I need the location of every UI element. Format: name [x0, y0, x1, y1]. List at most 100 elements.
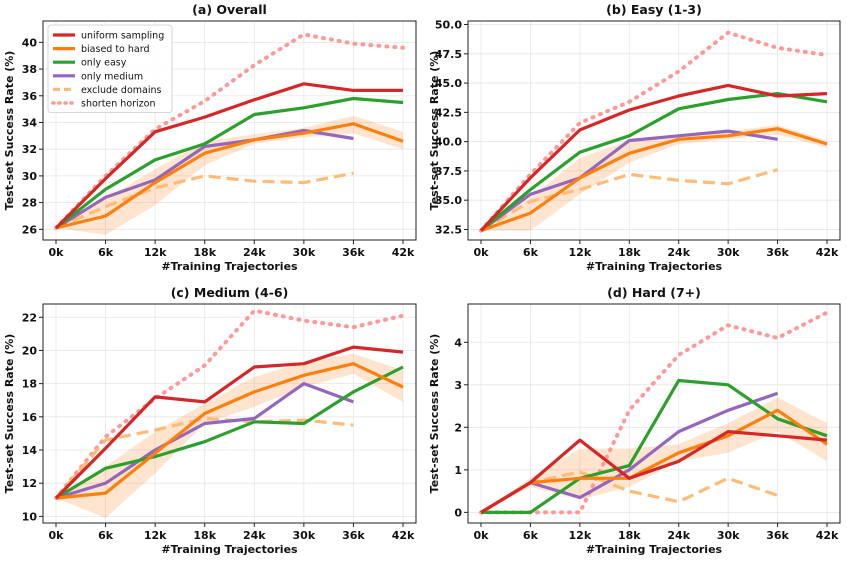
x-tick-label: 36k: [766, 529, 789, 542]
x-tick-label: 12k: [144, 529, 167, 542]
y-tick-label: 35.0: [435, 194, 462, 207]
x-tick-label: 0k: [474, 529, 490, 542]
x-tick-label: 24k: [243, 246, 266, 259]
y-tick-label: 10: [22, 510, 38, 523]
chart-title: (d) Hard (7+): [607, 285, 701, 300]
x-tick-label: 30k: [293, 246, 316, 259]
x-tick-label: 42k: [816, 246, 839, 259]
y-tick-label: 14: [22, 444, 38, 457]
series-line-uniform-sampling: [54, 345, 404, 500]
x-tick-label: 24k: [667, 246, 690, 259]
x-tick-label: 36k: [766, 246, 789, 259]
series-line-only-easy: [55, 365, 404, 500]
y-tick-label: 26: [22, 223, 38, 236]
y-tick-label: 34: [22, 116, 38, 129]
series-line-shorten-horizon: [54, 308, 405, 501]
y-axis-label: Test-set Success Rate (%): [428, 51, 441, 211]
legend-label: only easy: [81, 58, 127, 69]
x-tick-label: 0k: [49, 246, 65, 259]
y-tick-label: 38: [22, 63, 37, 76]
legend-label: biased to hard: [81, 44, 150, 55]
series-line-exclude-domains: [54, 416, 354, 500]
x-tick-label: 36k: [342, 246, 365, 259]
x-tick-label: 12k: [569, 246, 592, 259]
x-tick-label: 6k: [98, 529, 114, 542]
x-axis-label: #Training Trajectories: [586, 543, 723, 556]
y-tick-label: 4: [454, 336, 462, 349]
axes-frame: [467, 303, 841, 524]
x-tick-label: 36k: [342, 529, 365, 542]
y-tick-label: 28: [22, 197, 37, 210]
y-tick-label: 0: [454, 506, 462, 519]
y-tick-label: 36: [22, 90, 38, 103]
x-tick-label: 30k: [717, 246, 740, 259]
series-line-biased-to-hard: [480, 408, 828, 514]
series-line-biased-to-hard: [55, 362, 404, 500]
y-axis-label: Test-set Success Rate (%): [3, 51, 16, 211]
y-tick-label: 20: [22, 344, 38, 357]
x-tick-label: 24k: [667, 529, 690, 542]
chart-title: (a) Overall: [192, 2, 267, 17]
x-tick-label: 42k: [392, 246, 415, 259]
chart-title: (b) Easy (1-3): [606, 2, 702, 17]
y-tick-label: 18: [22, 378, 37, 391]
series-line-biased-to-hard: [480, 127, 828, 233]
axes-frame: [467, 20, 841, 241]
y-tick-label: 22: [22, 311, 37, 324]
axes-frame: [42, 20, 417, 241]
series-line-only-easy: [55, 96, 404, 230]
x-axis-label: #Training Trajectories: [161, 543, 298, 556]
series-line-exclude-domains: [55, 171, 354, 230]
x-axis-label: #Training Trajectories: [586, 260, 723, 273]
x-tick-label: 18k: [618, 529, 641, 542]
chart-panel-0: 26 28 30 32 34 36 38 40 0k 6k 12k 18k 24k 30k 36k 42k (a…: [3, 2, 417, 273]
band-biased-to-hard: [481, 397, 827, 513]
y-tick-label: 32.5: [435, 223, 462, 236]
band-biased-to-hard: [56, 353, 403, 518]
y-axis-label: Test-set Success Rate (%): [3, 334, 16, 494]
x-tick-label: 6k: [523, 529, 539, 542]
chart-panel-2: 10 12 14 16 18 20 22 0k 6k 12k 18k 24k 30k 36k 42k (c) …: [3, 285, 417, 556]
x-tick-label: 30k: [293, 529, 316, 542]
series-line-shorten-horizon: [479, 30, 829, 233]
x-tick-label: 42k: [392, 529, 415, 542]
axes-frame: [42, 303, 417, 524]
y-tick-label: 3: [454, 379, 462, 392]
series-line-shorten-horizon: [54, 32, 405, 230]
x-tick-label: 24k: [243, 529, 266, 542]
x-tick-label: 30k: [717, 529, 740, 542]
y-tick-label: 32: [22, 143, 37, 156]
legend-label: shorten horizon: [81, 99, 156, 110]
x-tick-label: 12k: [144, 246, 167, 259]
y-tick-label: 37.5: [435, 165, 462, 178]
series-line-only-medium: [480, 129, 778, 232]
series-line-uniform-sampling: [480, 430, 828, 514]
y-tick-label: 50.0: [435, 19, 462, 32]
chart-panel-1: 32.5 35.0 37.5 40.0 42.5 45.0 47.5 50.0 0k 6k 12k 1…: [428, 2, 841, 273]
legend-label: only medium: [81, 71, 143, 82]
series-line-biased-to-hard: [55, 122, 404, 230]
x-tick-label: 12k: [569, 529, 592, 542]
y-tick-label: 2: [454, 421, 462, 434]
y-tick-label: 40: [22, 36, 38, 49]
x-axis-label: #Training Trajectories: [161, 260, 298, 273]
series-line-only-medium: [55, 382, 354, 500]
series-line-shorten-horizon: [479, 310, 829, 515]
x-tick-label: 0k: [49, 529, 65, 542]
series-line-exclude-domains: [480, 168, 779, 232]
y-tick-label: 16: [22, 411, 38, 424]
legend-label: uniform sampling: [81, 31, 164, 42]
y-tick-label: 12: [22, 477, 37, 490]
x-tick-label: 18k: [193, 529, 216, 542]
y-axis-label: Test-set Success Rate (%): [428, 334, 441, 494]
y-tick-label: 30: [22, 170, 38, 183]
x-tick-label: 0k: [474, 246, 490, 259]
series-line-uniform-sampling: [479, 83, 828, 232]
legend-label: exclude domains: [81, 85, 161, 96]
chart-panel-3: 0 1 2 3 4 0k 6k 12k 18k 24k 30k 36k 42k (d) Hard (7+)…: [428, 285, 841, 556]
x-tick-label: 18k: [618, 246, 641, 259]
y-tick-label: 47.5: [435, 48, 462, 61]
x-tick-label: 42k: [816, 529, 839, 542]
y-tick-label: 1: [454, 464, 462, 477]
